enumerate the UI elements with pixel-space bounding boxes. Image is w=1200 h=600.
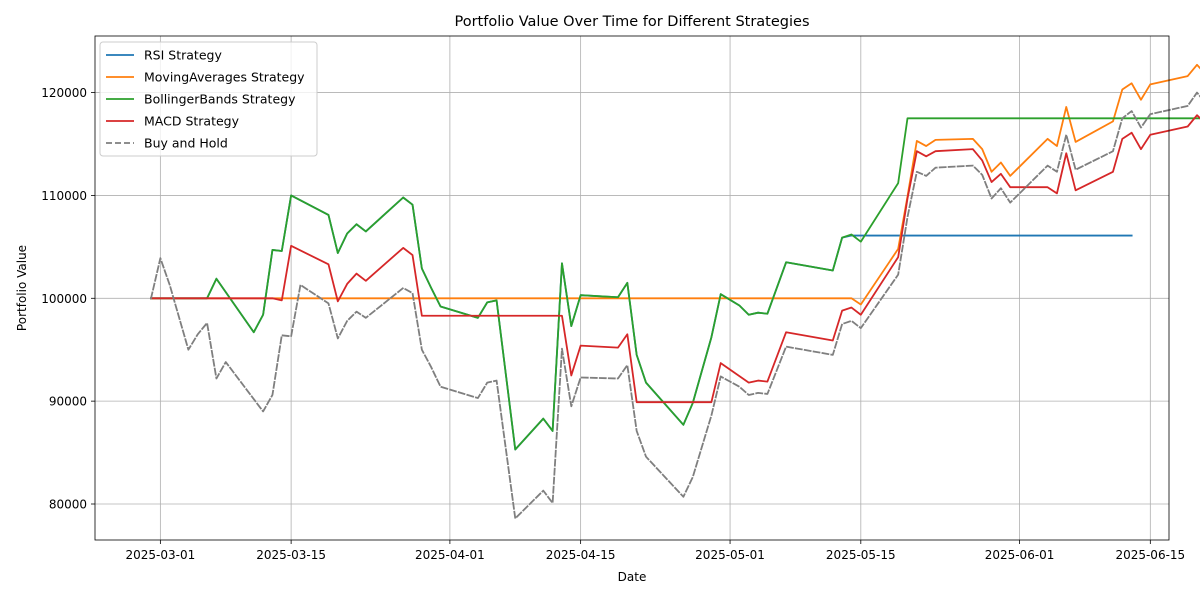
x-tick-label: 2025-06-15 xyxy=(1115,548,1185,562)
y-axis-label: Portfolio Value xyxy=(15,245,29,331)
y-tick-label: 110000 xyxy=(41,189,87,203)
y-axis-ticks: 80000 90000 100000 110000 120000 xyxy=(41,86,95,512)
legend: RSI Strategy MovingAverages Strategy Bolli… xyxy=(99,41,318,157)
y-tick-label: 100000 xyxy=(41,292,87,306)
y-tick-label: 120000 xyxy=(41,86,87,100)
x-tick-label: 2025-05-01 xyxy=(695,548,765,562)
legend-frame xyxy=(99,41,318,157)
legend-label: MACD Strategy xyxy=(144,114,240,129)
y-tick-label: 90000 xyxy=(49,395,87,409)
plot-frame xyxy=(94,35,1170,541)
x-tick-label: 2025-03-15 xyxy=(256,548,326,562)
x-tick-label: 2025-03-01 xyxy=(125,548,195,562)
x-tick-label: 2025-04-15 xyxy=(546,548,616,562)
series-line xyxy=(150,114,1200,404)
legend-label: RSI Strategy xyxy=(144,48,222,63)
series-line xyxy=(150,117,1200,451)
x-tick-label: 2025-05-15 xyxy=(826,548,896,562)
legend-label: MovingAverages Strategy xyxy=(144,70,305,85)
legend-label: BollingerBands Strategy xyxy=(144,92,296,107)
y-tick-label: 80000 xyxy=(49,498,87,512)
series-line xyxy=(149,91,1200,520)
chart-title: Portfolio Value Over Time for Different … xyxy=(454,14,809,30)
x-tick-label: 2025-06-01 xyxy=(985,548,1055,562)
series-lines xyxy=(149,63,1200,520)
x-axis-label: Date xyxy=(618,570,647,584)
legend-label: Buy and Hold xyxy=(144,136,228,151)
x-tick-label: 2025-04-01 xyxy=(415,548,485,562)
x-axis-ticks: 2025-03-01 2025-03-15 2025-04-01 2025-04-15… xyxy=(125,540,1185,562)
